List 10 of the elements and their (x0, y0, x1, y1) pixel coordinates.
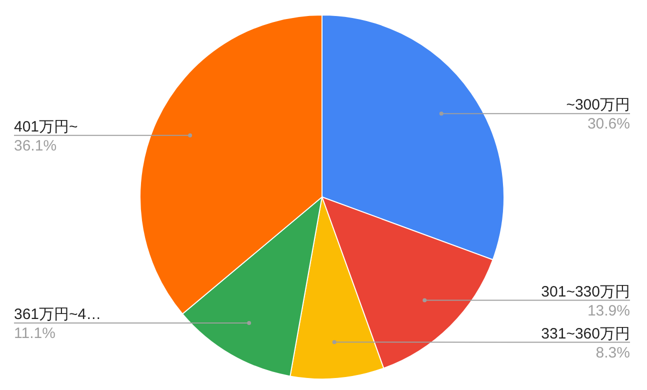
data-label: 13.9% (587, 302, 630, 320)
slice-label: 401万円~ (14, 118, 78, 136)
slice-label: ~300万円 (566, 96, 630, 114)
data-label: 11.1% (14, 325, 56, 342)
data-label: 36.1% (14, 137, 57, 154)
slice-label: 361万円~4… (14, 306, 102, 324)
slice-label: 331~360万円 (541, 325, 630, 342)
data-label: 30.6% (587, 116, 630, 133)
data-label: 8.3% (596, 344, 630, 362)
slice-label: 301~330万円 (541, 283, 630, 300)
